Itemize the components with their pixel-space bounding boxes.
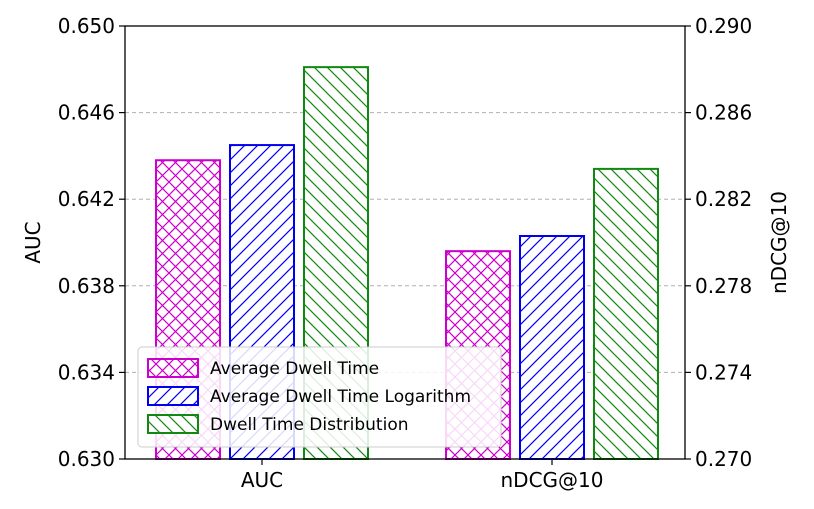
right-tick-label: 0.282 bbox=[695, 187, 752, 211]
left-tick-label: 0.638 bbox=[58, 274, 115, 298]
bar bbox=[593, 167, 659, 460]
left-tick-label: 0.650 bbox=[58, 14, 115, 38]
legend-swatch bbox=[147, 414, 199, 434]
right-tick-label: 0.278 bbox=[695, 274, 752, 298]
ticks: 0.630 0.634 0.638 0.642 0.646 0.650 0.270 0.274… bbox=[58, 14, 753, 492]
legend-box bbox=[137, 346, 502, 448]
legend-swatch bbox=[147, 386, 199, 406]
right-tick-label: 0.290 bbox=[695, 14, 752, 38]
right-tick-label: 0.270 bbox=[695, 447, 752, 471]
x-tick-label: AUC bbox=[241, 468, 283, 492]
legend-swatch bbox=[147, 358, 199, 378]
left-tick-label: 0.646 bbox=[58, 101, 115, 125]
legend-label: Average Dwell Time bbox=[210, 359, 379, 379]
axis-labels: AUC nDCG@10 bbox=[21, 191, 791, 294]
legend: Average Dwell Time Average Dwell Time Log… bbox=[137, 346, 502, 448]
legend-label: Dwell Time Distribution bbox=[210, 415, 409, 435]
right-tick-label: 0.274 bbox=[695, 360, 752, 384]
left-tick-label: 0.642 bbox=[58, 187, 115, 211]
x-tick-label: nDCG@10 bbox=[501, 468, 604, 492]
plot-frame bbox=[124, 25, 686, 460]
right-axis-label: nDCG@10 bbox=[767, 191, 791, 294]
left-tick-label: 0.630 bbox=[58, 447, 115, 471]
left-tick-label: 0.634 bbox=[58, 360, 115, 384]
right-tick-label: 0.286 bbox=[695, 101, 752, 125]
left-axis-label: AUC bbox=[21, 221, 45, 263]
bar bbox=[519, 235, 585, 460]
legend-label: Average Dwell Time Logarithm bbox=[210, 387, 471, 407]
